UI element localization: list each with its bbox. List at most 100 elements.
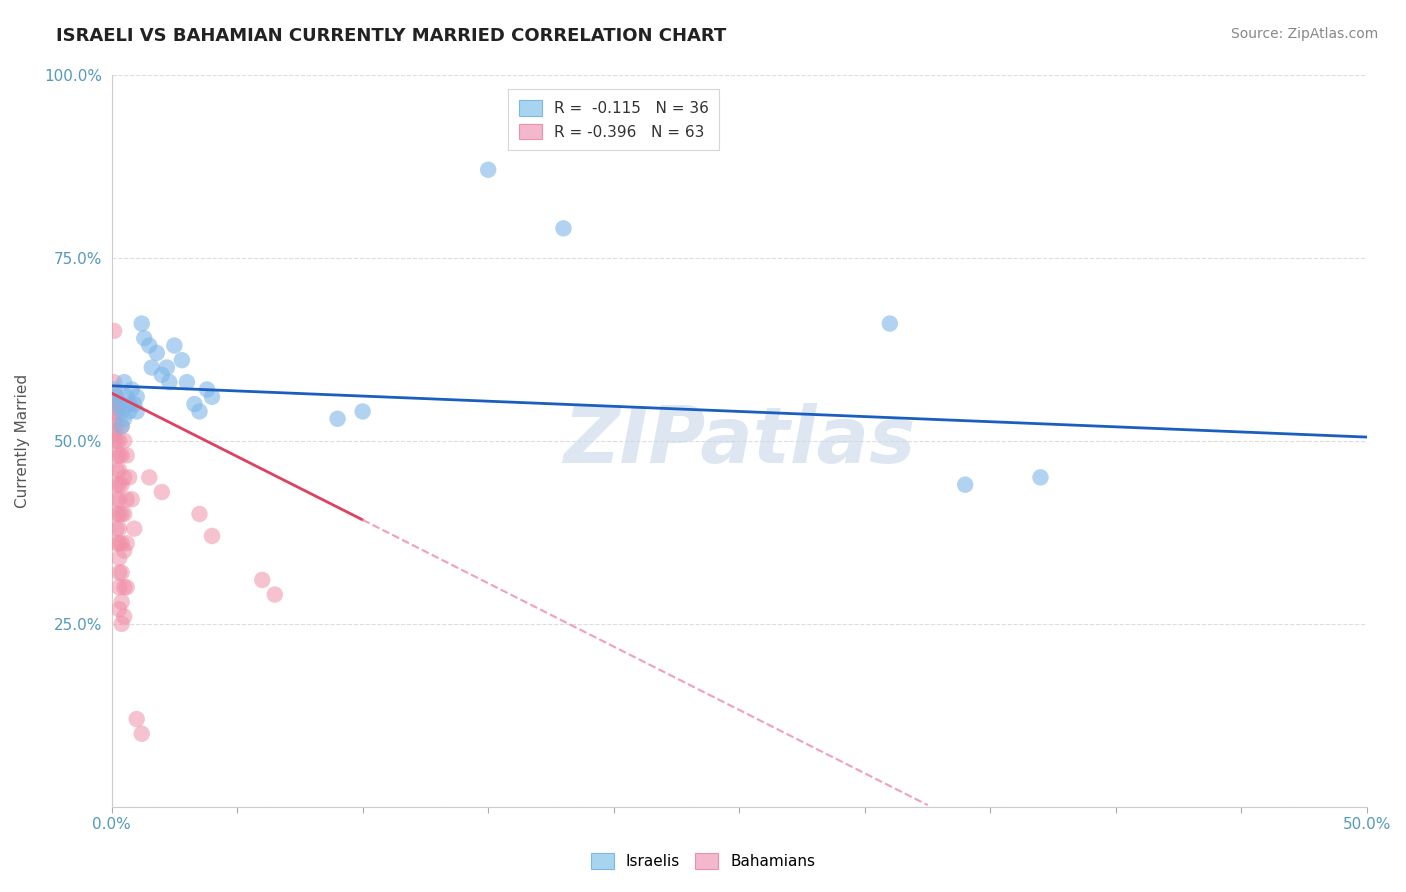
Point bbox=[105, 390, 128, 404]
Point bbox=[1029, 470, 1052, 484]
Text: ZIPatlas: ZIPatlas bbox=[562, 403, 915, 479]
Text: ISRAELI VS BAHAMIAN CURRENTLY MARRIED CORRELATION CHART: ISRAELI VS BAHAMIAN CURRENTLY MARRIED CO… bbox=[56, 27, 727, 45]
Point bbox=[108, 566, 131, 580]
Point bbox=[105, 404, 128, 418]
Point bbox=[156, 360, 179, 375]
Point bbox=[125, 712, 148, 726]
Point bbox=[201, 390, 224, 404]
Y-axis label: Currently Married: Currently Married bbox=[15, 374, 30, 508]
Point bbox=[108, 602, 131, 616]
Point bbox=[326, 411, 349, 425]
Legend: Israelis, Bahamians: Israelis, Bahamians bbox=[585, 847, 821, 875]
Point bbox=[108, 580, 131, 594]
Point bbox=[352, 404, 374, 418]
Point bbox=[115, 390, 138, 404]
Point bbox=[138, 470, 160, 484]
Point bbox=[108, 397, 131, 411]
Point bbox=[111, 616, 134, 631]
Point bbox=[112, 411, 135, 425]
Point bbox=[108, 522, 131, 536]
Point bbox=[105, 390, 128, 404]
Legend: R =  -0.115   N = 36, R = -0.396   N = 63: R = -0.115 N = 36, R = -0.396 N = 63 bbox=[508, 89, 720, 151]
Point bbox=[118, 397, 141, 411]
Point bbox=[105, 463, 128, 477]
Point bbox=[103, 324, 125, 338]
Point bbox=[201, 529, 224, 543]
Point bbox=[105, 522, 128, 536]
Point bbox=[108, 463, 131, 477]
Point bbox=[105, 492, 128, 507]
Point bbox=[188, 507, 211, 521]
Point bbox=[150, 368, 173, 382]
Point bbox=[111, 419, 134, 434]
Point bbox=[163, 338, 186, 352]
Point bbox=[122, 397, 145, 411]
Point bbox=[188, 404, 211, 418]
Point bbox=[103, 434, 125, 448]
Point bbox=[183, 397, 205, 411]
Point bbox=[146, 346, 169, 360]
Point bbox=[111, 566, 134, 580]
Point bbox=[112, 470, 135, 484]
Point bbox=[131, 727, 153, 741]
Point bbox=[125, 404, 148, 418]
Point bbox=[111, 536, 134, 550]
Point bbox=[103, 404, 125, 418]
Point bbox=[111, 477, 134, 491]
Point bbox=[115, 580, 138, 594]
Point bbox=[112, 507, 135, 521]
Point bbox=[150, 485, 173, 500]
Point bbox=[953, 477, 976, 491]
Point bbox=[115, 449, 138, 463]
Point bbox=[111, 507, 134, 521]
Point bbox=[112, 609, 135, 624]
Point bbox=[553, 221, 575, 235]
Point bbox=[121, 383, 143, 397]
Text: Source: ZipAtlas.com: Source: ZipAtlas.com bbox=[1230, 27, 1378, 41]
Point bbox=[105, 507, 128, 521]
Point bbox=[105, 536, 128, 550]
Point bbox=[111, 404, 134, 418]
Point bbox=[141, 360, 163, 375]
Point bbox=[103, 397, 125, 411]
Point bbox=[103, 375, 125, 389]
Point bbox=[108, 434, 131, 448]
Point bbox=[103, 411, 125, 425]
Point bbox=[121, 492, 143, 507]
Point bbox=[263, 588, 285, 602]
Point bbox=[112, 434, 135, 448]
Point bbox=[252, 573, 274, 587]
Point bbox=[879, 317, 901, 331]
Point bbox=[108, 536, 131, 550]
Point bbox=[111, 595, 134, 609]
Point bbox=[122, 522, 145, 536]
Point bbox=[125, 390, 148, 404]
Point bbox=[108, 397, 131, 411]
Point bbox=[138, 338, 160, 352]
Point bbox=[195, 383, 218, 397]
Point bbox=[108, 477, 131, 491]
Point bbox=[477, 162, 499, 177]
Point bbox=[108, 550, 131, 565]
Point bbox=[170, 353, 193, 368]
Point bbox=[108, 449, 131, 463]
Point bbox=[103, 419, 125, 434]
Point bbox=[103, 426, 125, 441]
Point bbox=[105, 477, 128, 491]
Point bbox=[105, 434, 128, 448]
Point bbox=[131, 317, 153, 331]
Point bbox=[115, 536, 138, 550]
Point bbox=[134, 331, 156, 345]
Point bbox=[111, 449, 134, 463]
Point bbox=[157, 375, 180, 389]
Point bbox=[112, 375, 135, 389]
Point bbox=[105, 449, 128, 463]
Point bbox=[112, 580, 135, 594]
Point bbox=[112, 543, 135, 558]
Point bbox=[103, 383, 125, 397]
Point bbox=[108, 507, 131, 521]
Point bbox=[118, 404, 141, 418]
Point bbox=[115, 492, 138, 507]
Point bbox=[118, 470, 141, 484]
Point bbox=[176, 375, 198, 389]
